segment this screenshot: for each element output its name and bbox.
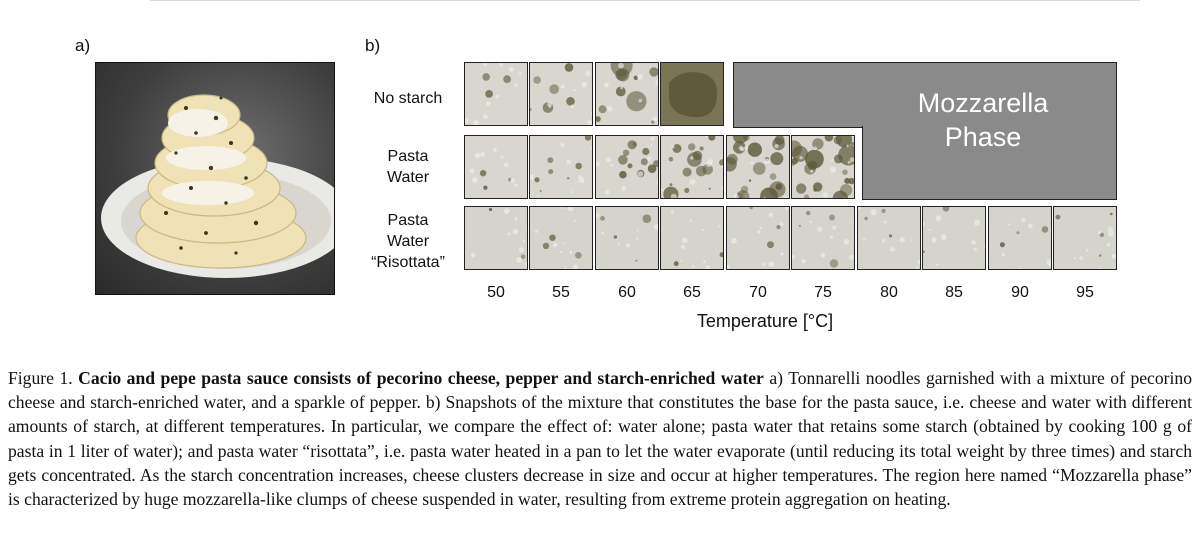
row-label-no-starch: No starch xyxy=(373,90,443,107)
mozzarella-label: Mozzarella Phase xyxy=(917,88,1049,152)
snapshot-tile xyxy=(660,62,724,126)
snapshot-tile xyxy=(464,135,528,199)
snapshot-tile xyxy=(726,135,790,199)
snapshot-tile xyxy=(529,135,593,199)
caption-prefix: Figure 1. xyxy=(8,368,73,388)
temperature-tick-label: 90 xyxy=(1011,284,1029,301)
pasta-photo-icon xyxy=(101,94,334,278)
snapshot-tile xyxy=(595,206,659,270)
caption-title: Cacio and pepe pasta sauce consists of p… xyxy=(78,368,764,388)
temperature-tick-label: 85 xyxy=(945,284,963,301)
figure-caption: Figure 1. Cacio and pepe pasta sauce con… xyxy=(8,366,1192,511)
snapshot-tile xyxy=(1053,206,1117,270)
snapshot-tile xyxy=(791,206,855,270)
caption-body: a) Tonnarelli noodles garnished with a m… xyxy=(8,368,1192,510)
temperature-tick-label: 70 xyxy=(749,284,767,301)
row-label-pasta-water: Pasta Water xyxy=(386,148,430,186)
snapshot-tile xyxy=(922,206,986,270)
snapshot-tile xyxy=(595,135,659,199)
temperature-tick-label: 60 xyxy=(618,284,636,301)
x-axis-title: Temperature [°C] xyxy=(696,311,834,331)
row-label-pasta-water-risottata: Pasta Water “Risottata” xyxy=(371,212,445,271)
temperature-tick-label: 80 xyxy=(880,284,898,301)
mozzarella-region-upper xyxy=(733,62,1117,128)
snapshot-tile xyxy=(529,62,593,126)
temperature-tick-label: 65 xyxy=(683,284,701,301)
temperature-tick-label: 55 xyxy=(552,284,570,301)
snapshot-tile xyxy=(660,206,724,270)
temperature-tick-label: 95 xyxy=(1076,284,1094,301)
snapshot-tile xyxy=(529,206,593,270)
pasta-photo xyxy=(95,62,335,295)
panel-a-label: a) xyxy=(75,36,91,55)
snapshot-tile xyxy=(791,135,855,199)
snapshot-tile xyxy=(857,206,921,270)
snapshot-tile xyxy=(660,135,724,199)
snapshot-tile xyxy=(595,62,659,126)
snapshot-tile xyxy=(726,206,790,270)
temperature-tick-label: 75 xyxy=(814,284,832,301)
snapshot-tile xyxy=(464,62,528,126)
snapshot-tile xyxy=(464,206,528,270)
top-rule xyxy=(150,0,1140,1)
mozzarella-region-lower xyxy=(862,126,1117,200)
panel-b-label: b) xyxy=(365,36,381,55)
mozzarella-step-edge xyxy=(734,127,861,128)
temperature-tick-label: 50 xyxy=(487,284,505,301)
snapshot-tile xyxy=(988,206,1052,270)
